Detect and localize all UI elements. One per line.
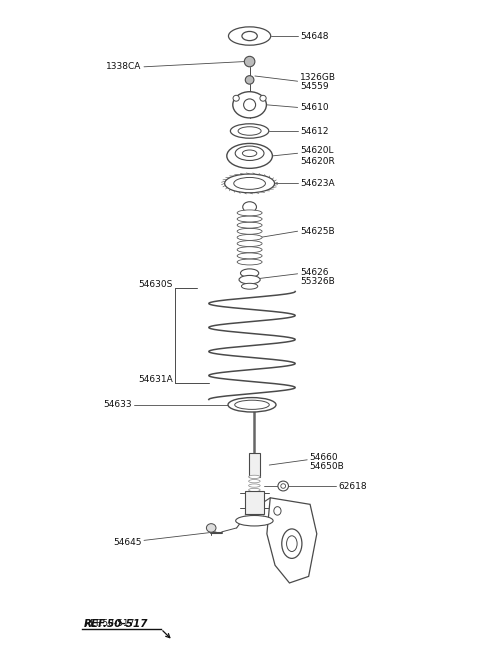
- Ellipse shape: [242, 150, 257, 157]
- Bar: [249, 453, 260, 477]
- Ellipse shape: [244, 99, 256, 111]
- Ellipse shape: [239, 275, 260, 284]
- Ellipse shape: [237, 247, 262, 253]
- Text: 55326B: 55326B: [300, 277, 335, 286]
- Ellipse shape: [235, 146, 264, 160]
- Ellipse shape: [244, 56, 255, 67]
- Ellipse shape: [274, 507, 281, 515]
- Text: 54610: 54610: [300, 103, 329, 112]
- Text: 54633: 54633: [103, 400, 132, 409]
- Ellipse shape: [240, 269, 259, 278]
- Text: 54620L: 54620L: [300, 146, 334, 155]
- Ellipse shape: [235, 400, 269, 409]
- Text: 54620R: 54620R: [300, 157, 335, 166]
- Ellipse shape: [206, 524, 216, 532]
- Ellipse shape: [236, 515, 273, 526]
- Ellipse shape: [249, 476, 260, 478]
- Text: 54645: 54645: [113, 538, 142, 547]
- Text: 54660: 54660: [310, 453, 338, 462]
- Ellipse shape: [241, 283, 258, 290]
- Ellipse shape: [249, 484, 260, 487]
- Text: 54631A: 54631A: [138, 375, 173, 384]
- Ellipse shape: [225, 174, 275, 193]
- Text: 54559: 54559: [300, 82, 329, 91]
- Text: 54648: 54648: [300, 31, 328, 41]
- Ellipse shape: [237, 259, 262, 265]
- Text: 62618: 62618: [338, 481, 367, 491]
- Text: REF.50-517: REF.50-517: [84, 619, 134, 628]
- Ellipse shape: [237, 222, 262, 228]
- Ellipse shape: [237, 210, 262, 216]
- Ellipse shape: [249, 479, 260, 483]
- Ellipse shape: [243, 202, 256, 212]
- Ellipse shape: [237, 216, 262, 222]
- Text: REF.50-517: REF.50-517: [84, 618, 148, 629]
- Text: 54626: 54626: [300, 268, 328, 277]
- Ellipse shape: [233, 96, 239, 101]
- Ellipse shape: [238, 126, 261, 136]
- Ellipse shape: [287, 536, 297, 552]
- Text: 1326GB: 1326GB: [300, 73, 336, 82]
- Ellipse shape: [237, 234, 262, 240]
- Text: 54630S: 54630S: [138, 280, 173, 290]
- Ellipse shape: [242, 31, 257, 41]
- Ellipse shape: [282, 529, 302, 558]
- Ellipse shape: [278, 481, 288, 491]
- Text: 54612: 54612: [300, 126, 328, 136]
- Text: 1338CA: 1338CA: [106, 62, 142, 71]
- Ellipse shape: [233, 92, 266, 118]
- Ellipse shape: [228, 398, 276, 412]
- Ellipse shape: [228, 27, 271, 45]
- Text: 54625B: 54625B: [300, 227, 335, 236]
- Text: 54650B: 54650B: [310, 462, 344, 471]
- Ellipse shape: [227, 143, 273, 168]
- Bar: [245, 491, 264, 514]
- Ellipse shape: [237, 240, 262, 246]
- Ellipse shape: [237, 253, 262, 259]
- Ellipse shape: [245, 75, 254, 84]
- Ellipse shape: [237, 229, 262, 234]
- Ellipse shape: [234, 178, 265, 189]
- Polygon shape: [267, 498, 317, 583]
- Ellipse shape: [260, 96, 266, 101]
- Ellipse shape: [249, 489, 260, 491]
- Text: 54623A: 54623A: [300, 179, 335, 188]
- Ellipse shape: [281, 483, 286, 489]
- Ellipse shape: [230, 124, 269, 138]
